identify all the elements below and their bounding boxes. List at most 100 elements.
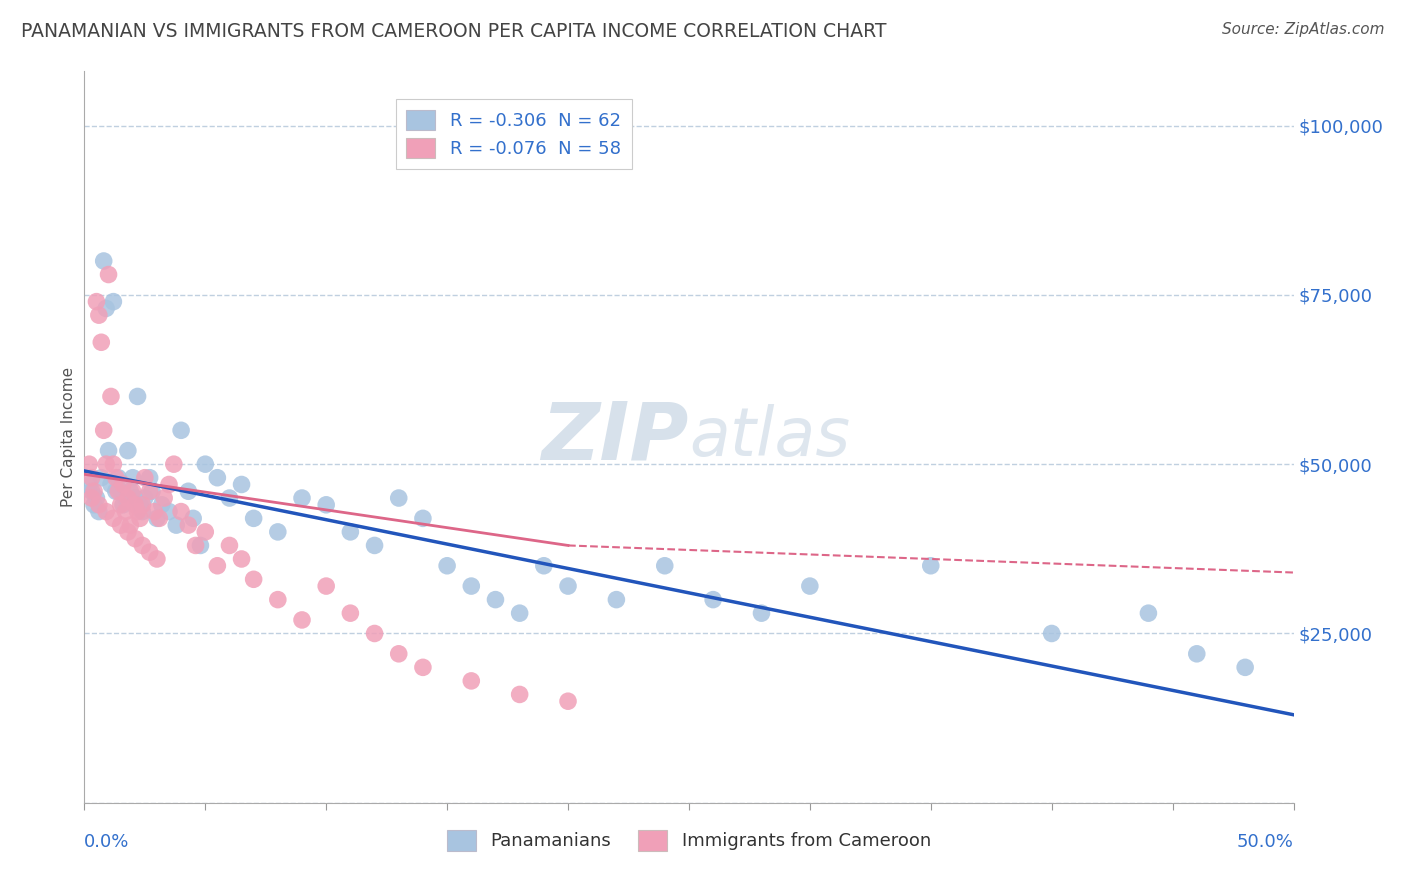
Point: [129, 511, 152, 525]
Point: [363, 538, 385, 552]
Point: [177, 518, 200, 533]
Point: [218, 538, 240, 552]
Point: [509, 606, 531, 620]
Point: [654, 558, 676, 573]
Point: [412, 660, 434, 674]
Point: [90, 471, 112, 485]
Point: [267, 592, 290, 607]
Point: [94, 301, 117, 316]
Point: [104, 484, 127, 499]
Point: [146, 511, 169, 525]
Point: [124, 491, 146, 505]
Point: [114, 491, 136, 505]
Point: [460, 579, 482, 593]
Point: [150, 498, 173, 512]
Point: [557, 694, 579, 708]
Point: [77, 477, 100, 491]
Point: [267, 524, 290, 539]
Point: [153, 491, 176, 505]
Point: [83, 498, 105, 512]
Point: [134, 471, 156, 485]
Point: [509, 688, 531, 702]
Point: [103, 457, 125, 471]
Point: [80, 484, 103, 499]
Point: [86, 294, 108, 309]
Point: [146, 552, 169, 566]
Point: [127, 389, 149, 403]
Point: [920, 558, 942, 573]
Point: [131, 498, 153, 512]
Point: [1040, 626, 1063, 640]
Point: [177, 484, 200, 499]
Point: [117, 491, 139, 505]
Point: [129, 498, 152, 512]
Point: [484, 592, 506, 607]
Point: [1137, 606, 1160, 620]
Point: [138, 471, 160, 485]
Point: [87, 498, 110, 512]
Point: [291, 613, 314, 627]
Point: [117, 524, 139, 539]
Y-axis label: Per Capita Income: Per Capita Income: [60, 367, 76, 508]
Point: [94, 505, 117, 519]
Point: [120, 518, 142, 533]
Point: [80, 471, 103, 485]
Point: [112, 477, 135, 491]
Point: [157, 505, 180, 519]
Point: [231, 477, 253, 491]
Point: [190, 538, 212, 552]
Point: [77, 457, 100, 471]
Point: [194, 524, 217, 539]
Text: ZIP: ZIP: [541, 398, 689, 476]
Point: [131, 505, 153, 519]
Point: [207, 558, 229, 573]
Point: [181, 511, 204, 525]
Point: [363, 626, 385, 640]
Point: [184, 538, 207, 552]
Point: [412, 511, 434, 525]
Point: [121, 471, 143, 485]
Point: [93, 254, 115, 268]
Point: [120, 484, 142, 499]
Point: [605, 592, 627, 607]
Point: [80, 491, 103, 505]
Point: [231, 552, 253, 566]
Point: [218, 491, 240, 505]
Point: [315, 498, 337, 512]
Legend: Panamanians, Immigrants from Cameroon: Panamanians, Immigrants from Cameroon: [439, 821, 939, 860]
Point: [97, 268, 120, 282]
Point: [87, 308, 110, 322]
Point: [103, 294, 125, 309]
Point: [291, 491, 314, 505]
Point: [170, 423, 193, 437]
Point: [131, 538, 153, 552]
Point: [97, 443, 120, 458]
Point: [127, 505, 149, 519]
Point: [702, 592, 724, 607]
Point: [1185, 647, 1208, 661]
Point: [100, 477, 122, 491]
Point: [751, 606, 773, 620]
Point: [557, 579, 579, 593]
Point: [339, 524, 361, 539]
Point: [194, 457, 217, 471]
Point: [143, 505, 166, 519]
Point: [138, 484, 160, 499]
Text: PANAMANIAN VS IMMIGRANTS FROM CAMEROON PER CAPITA INCOME CORRELATION CHART: PANAMANIAN VS IMMIGRANTS FROM CAMEROON P…: [21, 22, 887, 41]
Point: [242, 572, 264, 586]
Point: [165, 518, 187, 533]
Text: 50.0%: 50.0%: [1237, 833, 1294, 851]
Point: [107, 471, 129, 485]
Point: [1234, 660, 1257, 674]
Point: [121, 484, 143, 499]
Point: [110, 484, 132, 499]
Point: [112, 498, 135, 512]
Point: [103, 511, 125, 525]
Point: [107, 484, 129, 499]
Point: [207, 471, 229, 485]
Point: [94, 457, 117, 471]
Point: [533, 558, 555, 573]
Point: [157, 477, 180, 491]
Point: [100, 389, 122, 403]
Point: [141, 484, 163, 499]
